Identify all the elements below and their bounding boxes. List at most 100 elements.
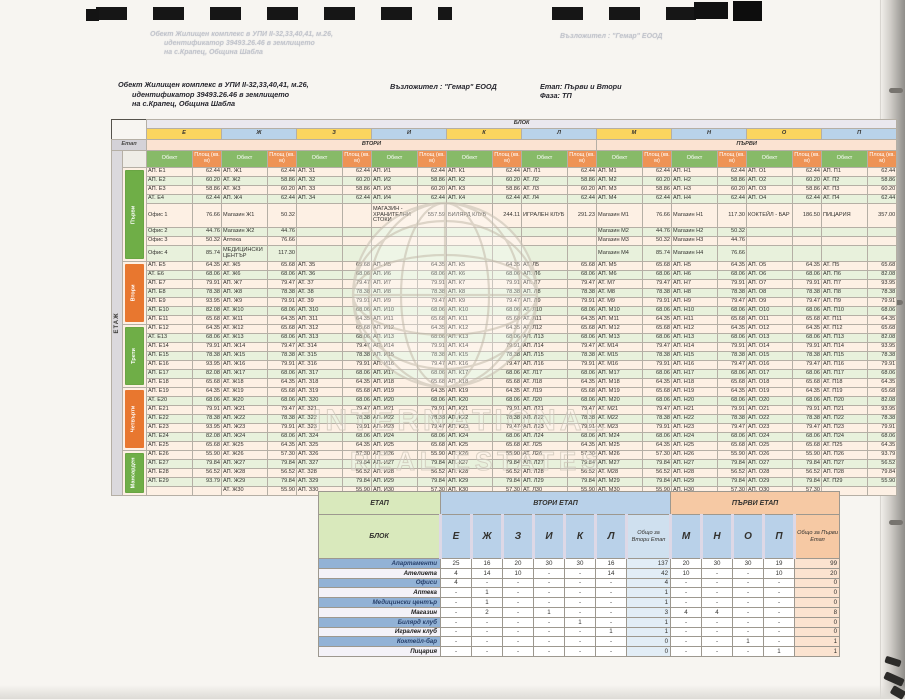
- area-cell: 62.44: [267, 167, 297, 177]
- unit-cell: АП. П7: [821, 279, 868, 289]
- summary-total-second-value: 1: [625, 587, 672, 599]
- unit-cell: АП. О14: [746, 342, 793, 352]
- unit-cell: АП. Л7: [521, 279, 568, 289]
- summary-block-letter: П: [762, 514, 797, 559]
- unit-cell: АП. М25: [596, 441, 643, 451]
- area-cell: 64.35: [417, 324, 447, 334]
- area-cell: 65.68: [717, 441, 747, 451]
- unit-cell: АП. И3: [371, 185, 418, 195]
- unit-cell: АП. Е3: [146, 185, 193, 195]
- unit-cell: АП. О24: [746, 432, 793, 442]
- area-cell: 79.47: [567, 342, 597, 352]
- summary-value: -: [564, 577, 596, 589]
- summary-value: -: [701, 646, 734, 657]
- unit-cell: АП. Н1: [671, 167, 718, 177]
- unit-cell: АП. Н4: [671, 194, 718, 204]
- area-cell: 79.47: [417, 423, 447, 433]
- unit-cell: АП. О21: [746, 405, 793, 415]
- area-cell: 68.06: [642, 333, 672, 343]
- unit-cell: АП. Н6: [671, 270, 718, 280]
- unit-cell: АП. Н9: [671, 297, 718, 307]
- unit-cell: АП. И17: [371, 369, 418, 379]
- blank-corner: [111, 128, 147, 140]
- area-cell: 79.91: [417, 279, 447, 289]
- area-cell: 68.06: [417, 270, 447, 280]
- table-row: АП. Е10 82.08 АТ. Ж10 68.06 АП. З10 68.06 АП. …: [112, 306, 898, 316]
- unit-cell: АП. К12: [446, 324, 493, 334]
- area-column-header: Площ (кв. м): [792, 150, 822, 168]
- floor-column-header: [122, 150, 147, 168]
- area-cell: 557.59: [417, 203, 447, 228]
- unit-cell: Аптека: [221, 236, 268, 246]
- area-column-header: Площ (кв. м): [267, 150, 297, 168]
- area-cell: 78.38: [642, 288, 672, 298]
- unit-cell: АП. Е27: [146, 459, 193, 469]
- unit-cell: АП. З4: [296, 194, 343, 204]
- summary-row: Магазин -2-1- -3 4 4- -8: [318, 606, 841, 618]
- unit-cell: [371, 236, 418, 246]
- unit-cell: АП. Е28: [146, 468, 193, 478]
- area-cell: 78.38: [642, 351, 672, 361]
- area-cell: 68.06: [717, 396, 747, 406]
- area-cell: 64.35: [866, 378, 898, 388]
- summary-value: 30: [732, 558, 765, 569]
- unit-cell: АТ. Л25: [521, 441, 568, 451]
- object-column-header: Обект: [671, 150, 718, 168]
- unit-cell: АП. Е15: [146, 351, 193, 361]
- area-cell: 65.68: [417, 315, 447, 325]
- stage-first-band: ПЪРВИ: [595, 139, 898, 151]
- unit-cell: АТ. М21: [596, 405, 643, 415]
- area-cell: 76.66: [267, 236, 297, 246]
- area-cell: 79.47: [642, 405, 672, 415]
- summary-row-label: Аптека: [318, 587, 441, 599]
- unit-cell: АП. Е23: [146, 423, 193, 433]
- area-cell: [342, 245, 372, 262]
- area-cell: 79.91: [192, 342, 222, 352]
- summary-total-first-value: 1: [794, 646, 841, 657]
- area-cell: 64.35: [792, 387, 822, 397]
- unit-cell: АП. Ж28: [221, 468, 268, 478]
- summary-total-first-value: 0: [794, 616, 841, 628]
- unit-cell: АП. И12: [371, 324, 418, 334]
- area-cell: 93.95: [192, 297, 222, 307]
- area-cell: 44.76: [267, 227, 297, 237]
- unit-cell: АП. П8: [821, 288, 868, 298]
- area-cell: 79.91: [492, 342, 522, 352]
- area-cell: 79.47: [567, 405, 597, 415]
- summary-row-label: Коктейл-бар: [318, 636, 441, 648]
- object-column-header: Обект: [596, 150, 643, 168]
- area-cell: 65.68: [192, 378, 222, 388]
- binder-corner-marks: [875, 639, 905, 700]
- area-cell: 64.35: [567, 441, 597, 451]
- area-cell: 65.68: [342, 387, 372, 397]
- block-letter: Н: [671, 128, 747, 140]
- area-cell: 57.30: [267, 450, 297, 460]
- unit-cell: АП. О22: [746, 414, 793, 424]
- summary-value: -: [732, 646, 765, 657]
- unit-cell: АП. И7: [371, 279, 418, 289]
- unit-cell: АП. З18: [296, 378, 343, 388]
- unit-cell: АП. О13: [746, 333, 793, 343]
- summary-value: -: [595, 577, 627, 589]
- summary-row: Медицински център -1- - - -1- - - -0: [318, 597, 841, 608]
- area-cell: 68.06: [417, 333, 447, 343]
- unit-cell: АП. М11: [596, 315, 643, 325]
- summary-total-first-value: 0: [794, 577, 841, 589]
- unit-cell: АТ. П3: [821, 185, 868, 195]
- page-bottom-shadow: [0, 685, 905, 699]
- area-cell: 58.86: [342, 185, 372, 195]
- unit-cell: АП. Ж17: [221, 369, 268, 379]
- table-row: АП. Е15 78.38 АП. Ж15 78.38 АТ. З15 78.38 АП. …: [112, 351, 898, 361]
- area-cell: 55.90: [492, 450, 522, 460]
- summary-value: -: [533, 626, 565, 638]
- area-cell: 65.68: [866, 261, 898, 271]
- area-cell: 79.47: [342, 405, 372, 415]
- unit-cell: АП. Н24: [671, 432, 718, 442]
- unit-cell: АП. И20: [371, 396, 418, 406]
- area-cell: 64.35: [717, 261, 747, 271]
- unit-cell: АП. И19: [371, 387, 418, 397]
- table-row: АП. Е24 82.08 АП. Ж24 68.06 АП. З24 68.06 АП. …: [112, 432, 898, 442]
- unit-cell: АП. К28: [446, 468, 493, 478]
- blank-corner: [111, 119, 147, 129]
- area-cell: 68.06: [792, 333, 822, 343]
